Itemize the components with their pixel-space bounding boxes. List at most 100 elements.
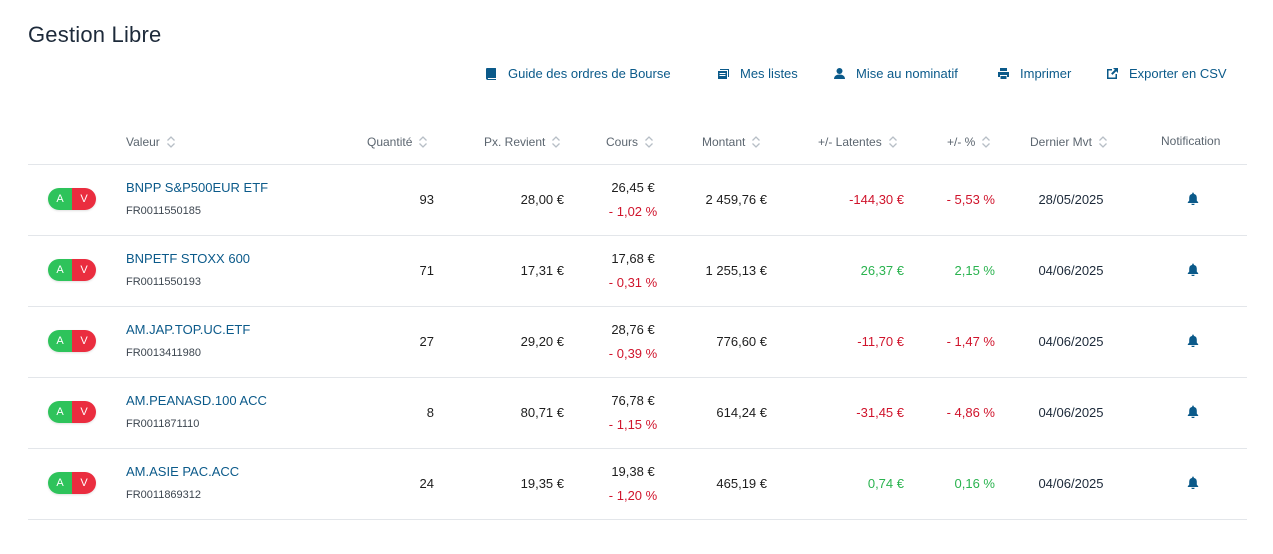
sort-icon[interactable] bbox=[981, 134, 991, 150]
px-revient-value: 80,71 € bbox=[520, 405, 564, 420]
cours-value: 19,38 € bbox=[611, 464, 655, 479]
sell-button[interactable]: V bbox=[72, 259, 96, 281]
latentes-value: 26,37 € bbox=[860, 263, 904, 278]
mes-listes-link[interactable]: Mes listes bbox=[717, 66, 798, 81]
divider bbox=[28, 164, 1247, 165]
mise-au-nominatif-label: Mise au nominatif bbox=[856, 66, 958, 81]
pct-value: - 5,53 % bbox=[946, 192, 995, 207]
guide-ordres-link[interactable]: Guide des ordres de Bourse bbox=[485, 66, 671, 81]
cours-variation: - 1,15 % bbox=[608, 417, 658, 432]
valeur-name-link[interactable]: BNPP S&P500EUR ETF bbox=[126, 180, 269, 195]
cours-variation: - 0,31 % bbox=[608, 275, 658, 290]
table-header: Valeur Quantité Px. Revient Cours Montan… bbox=[0, 134, 1273, 154]
valeur-name-link[interactable]: AM.JAP.TOP.UC.ETF bbox=[126, 322, 251, 337]
cours-variation: - 1,02 % bbox=[608, 204, 658, 219]
header-latentes-label: +/- Latentes bbox=[818, 135, 882, 149]
pct-value: 0,16 % bbox=[954, 476, 995, 491]
dernier-mvt-value: 04/06/2025 bbox=[1038, 476, 1104, 491]
px-revient-value: 17,31 € bbox=[520, 263, 564, 278]
divider bbox=[28, 306, 1247, 307]
quantite-value: 71 bbox=[419, 263, 434, 278]
sell-button[interactable]: V bbox=[72, 330, 96, 352]
px-revient-value: 19,35 € bbox=[520, 476, 564, 491]
table-row: A V BNPETF STOXX 600 FR0011550193 71 17,31 € 1… bbox=[0, 236, 1273, 307]
sort-icon[interactable] bbox=[1098, 134, 1108, 150]
sort-icon[interactable] bbox=[166, 134, 176, 150]
valeur-name-link[interactable]: BNPETF STOXX 600 bbox=[126, 251, 251, 266]
pct-value: - 1,47 % bbox=[946, 334, 995, 349]
exporter-csv-link[interactable]: Exporter en CSV bbox=[1106, 66, 1227, 81]
header-cours-label: Cours bbox=[606, 135, 639, 149]
sort-icon[interactable] bbox=[888, 134, 898, 150]
header-valeur[interactable]: Valeur bbox=[126, 134, 176, 150]
book-icon bbox=[486, 68, 496, 80]
header-montant[interactable]: Montant bbox=[702, 134, 761, 150]
sort-icon[interactable] bbox=[551, 134, 561, 150]
header-notification-label: Notification bbox=[1161, 134, 1221, 148]
header-dernier-mvt-label: Dernier Mvt bbox=[1030, 135, 1093, 149]
header-quantite[interactable]: Quantité bbox=[367, 134, 428, 150]
buy-button[interactable]: A bbox=[48, 472, 72, 494]
header-dernier-mvt[interactable]: Dernier Mvt bbox=[1030, 134, 1108, 150]
valeur-name-link[interactable]: AM.ASIE PAC.ACC bbox=[126, 464, 240, 479]
quantite-value: 27 bbox=[419, 334, 434, 349]
buy-button[interactable]: A bbox=[48, 330, 72, 352]
header-quantite-label: Quantité bbox=[367, 135, 413, 149]
cours-value: 28,76 € bbox=[611, 322, 655, 337]
bell-icon[interactable] bbox=[1187, 192, 1199, 206]
dernier-mvt-value: 28/05/2025 bbox=[1038, 192, 1104, 207]
montant-value: 614,24 € bbox=[716, 405, 767, 420]
table-row: A V AM.PEANASD.100 ACC FR0011871110 8 80,71 €… bbox=[0, 378, 1273, 449]
imprimer-label: Imprimer bbox=[1020, 66, 1072, 81]
valeur-name-link[interactable]: AM.PEANASD.100 ACC bbox=[126, 393, 267, 408]
latentes-value: -144,30 € bbox=[849, 192, 904, 207]
sort-icon[interactable] bbox=[644, 134, 654, 150]
latentes-value: -31,45 € bbox=[856, 405, 904, 420]
page-title: Gestion Libre bbox=[28, 22, 162, 47]
header-latentes[interactable]: +/- Latentes bbox=[818, 134, 898, 150]
buy-button[interactable]: A bbox=[48, 188, 72, 210]
list-icon bbox=[718, 69, 729, 79]
divider bbox=[28, 448, 1247, 449]
header-pct-label: +/- % bbox=[947, 135, 976, 149]
header-valeur-label: Valeur bbox=[126, 135, 160, 149]
sort-icon[interactable] bbox=[751, 134, 761, 150]
cours-value: 26,45 € bbox=[611, 180, 655, 195]
latentes-value: -11,70 € bbox=[857, 334, 904, 349]
printer-icon bbox=[998, 68, 1009, 79]
dernier-mvt-value: 04/06/2025 bbox=[1038, 334, 1104, 349]
montant-value: 465,19 € bbox=[716, 476, 767, 491]
external-link-icon bbox=[1107, 68, 1118, 79]
divider bbox=[28, 519, 1247, 520]
user-icon bbox=[834, 68, 845, 79]
header-cours[interactable]: Cours bbox=[606, 134, 654, 150]
table-row: A V AM.ASIE PAC.ACC FR0011869312 24 19,35 € 19… bbox=[0, 449, 1273, 520]
sell-button[interactable]: V bbox=[72, 401, 96, 423]
valeur-isin: FR0011550185 bbox=[126, 205, 202, 217]
exporter-csv-label: Exporter en CSV bbox=[1129, 66, 1227, 81]
latentes-value: 0,74 € bbox=[867, 476, 904, 491]
table-row: A V AM.JAP.TOP.UC.ETF FR0013411980 27 29,20 €… bbox=[0, 307, 1273, 378]
sort-icon[interactable] bbox=[418, 134, 428, 150]
buy-button[interactable]: A bbox=[48, 259, 72, 281]
bell-icon[interactable] bbox=[1187, 263, 1199, 277]
bell-icon[interactable] bbox=[1187, 476, 1199, 490]
sell-button[interactable]: V bbox=[72, 472, 96, 494]
valeur-isin: FR0011550193 bbox=[126, 276, 202, 288]
header-pct[interactable]: +/- % bbox=[947, 134, 991, 150]
toolbar: Guide des ordres de Bourse Mes listes Mi… bbox=[0, 66, 1273, 84]
bell-icon[interactable] bbox=[1187, 334, 1199, 348]
cours-variation: - 0,39 % bbox=[608, 346, 658, 361]
mise-au-nominatif-link[interactable]: Mise au nominatif bbox=[833, 66, 958, 81]
header-px-revient[interactable]: Px. Revient bbox=[484, 134, 561, 150]
header-notification: Notification bbox=[1161, 134, 1220, 148]
sell-button[interactable]: V bbox=[72, 188, 96, 210]
pct-value: - 4,86 % bbox=[946, 405, 995, 420]
buy-button[interactable]: A bbox=[48, 401, 72, 423]
imprimer-link[interactable]: Imprimer bbox=[997, 66, 1071, 81]
guide-ordres-label: Guide des ordres de Bourse bbox=[508, 66, 671, 81]
bell-icon[interactable] bbox=[1187, 405, 1199, 419]
